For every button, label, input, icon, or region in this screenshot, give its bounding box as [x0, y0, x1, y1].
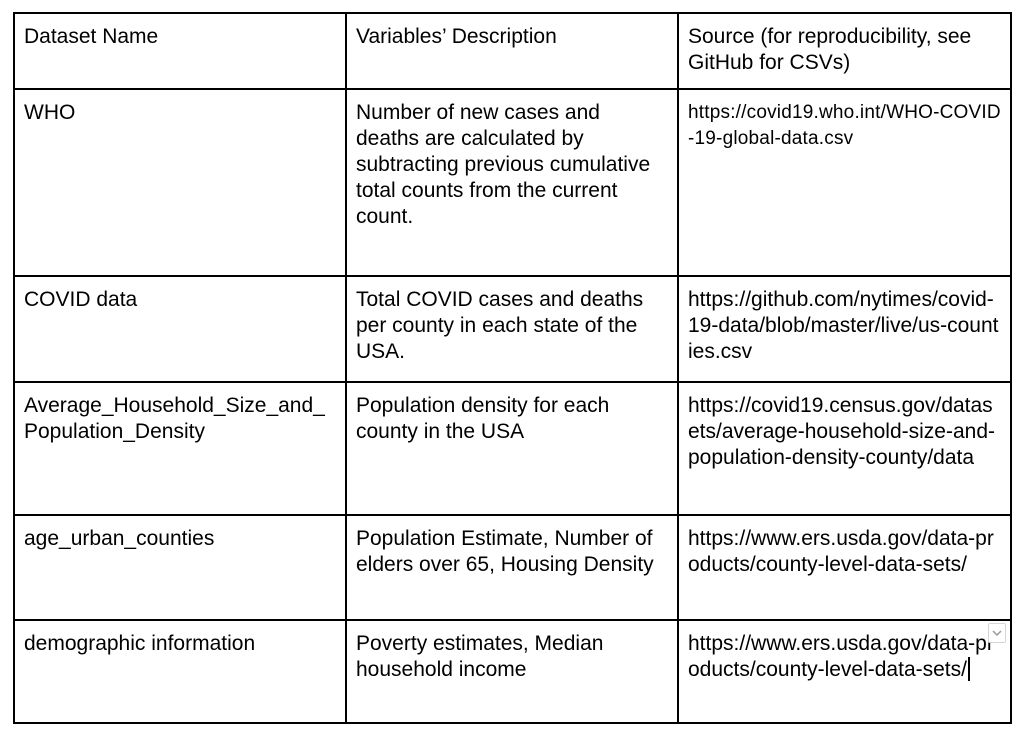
cell-description[interactable]: Population density for each county in th… [345, 381, 679, 516]
table-row: WHO Number of new cases and deaths are c… [13, 88, 1012, 277]
table-row: COVID data Total COVID cases and deaths … [13, 275, 1012, 383]
table-row: age_urban_counties Population Estimate, … [13, 514, 1012, 621]
header-row: Dataset Name Variables’ Description Sour… [13, 12, 1012, 90]
cell-source[interactable]: https://github.com/nytimes/covid-19-data… [677, 275, 1012, 383]
cell-dataset-name[interactable]: WHO [13, 88, 347, 277]
cell-source-text: https://www.ers.usda.gov/data-products/c… [688, 632, 994, 681]
header-variables-description[interactable]: Variables’ Description [345, 12, 679, 90]
text-cursor [967, 657, 970, 681]
cell-description[interactable]: Number of new cases and deaths are calcu… [345, 88, 679, 277]
cell-description[interactable]: Population Estimate, Number of elders ov… [345, 514, 679, 621]
cell-description[interactable]: Total COVID cases and deaths per county … [345, 275, 679, 383]
table-row: Average_Household_Size_and_Population_De… [13, 381, 1012, 516]
cell-dataset-name[interactable]: age_urban_counties [13, 514, 347, 621]
datasets-table: Dataset Name Variables’ Description Sour… [13, 12, 1012, 724]
cell-source[interactable]: https://www.ers.usda.gov/data-products/c… [677, 514, 1012, 621]
cell-source-active[interactable]: https://www.ers.usda.gov/data-products/c… [677, 619, 1012, 724]
header-dataset-name[interactable]: Dataset Name [13, 12, 347, 90]
cell-dataset-name[interactable]: COVID data [13, 275, 347, 383]
chevron-down-icon[interactable] [988, 623, 1006, 643]
header-source[interactable]: Source (for reproducibility, see GitHub … [677, 12, 1012, 90]
table-row: demographic information Poverty estimate… [13, 619, 1012, 724]
cell-source[interactable]: https://covid19.who.int/WHO-COVID-19-glo… [677, 88, 1012, 277]
cell-dataset-name[interactable]: Average_Household_Size_and_Population_De… [13, 381, 347, 516]
cell-dataset-name[interactable]: demographic information [13, 619, 347, 724]
cell-description[interactable]: Poverty estimates, Median household inco… [345, 619, 679, 724]
cell-source[interactable]: https://covid19.census.gov/datasets/aver… [677, 381, 1012, 516]
